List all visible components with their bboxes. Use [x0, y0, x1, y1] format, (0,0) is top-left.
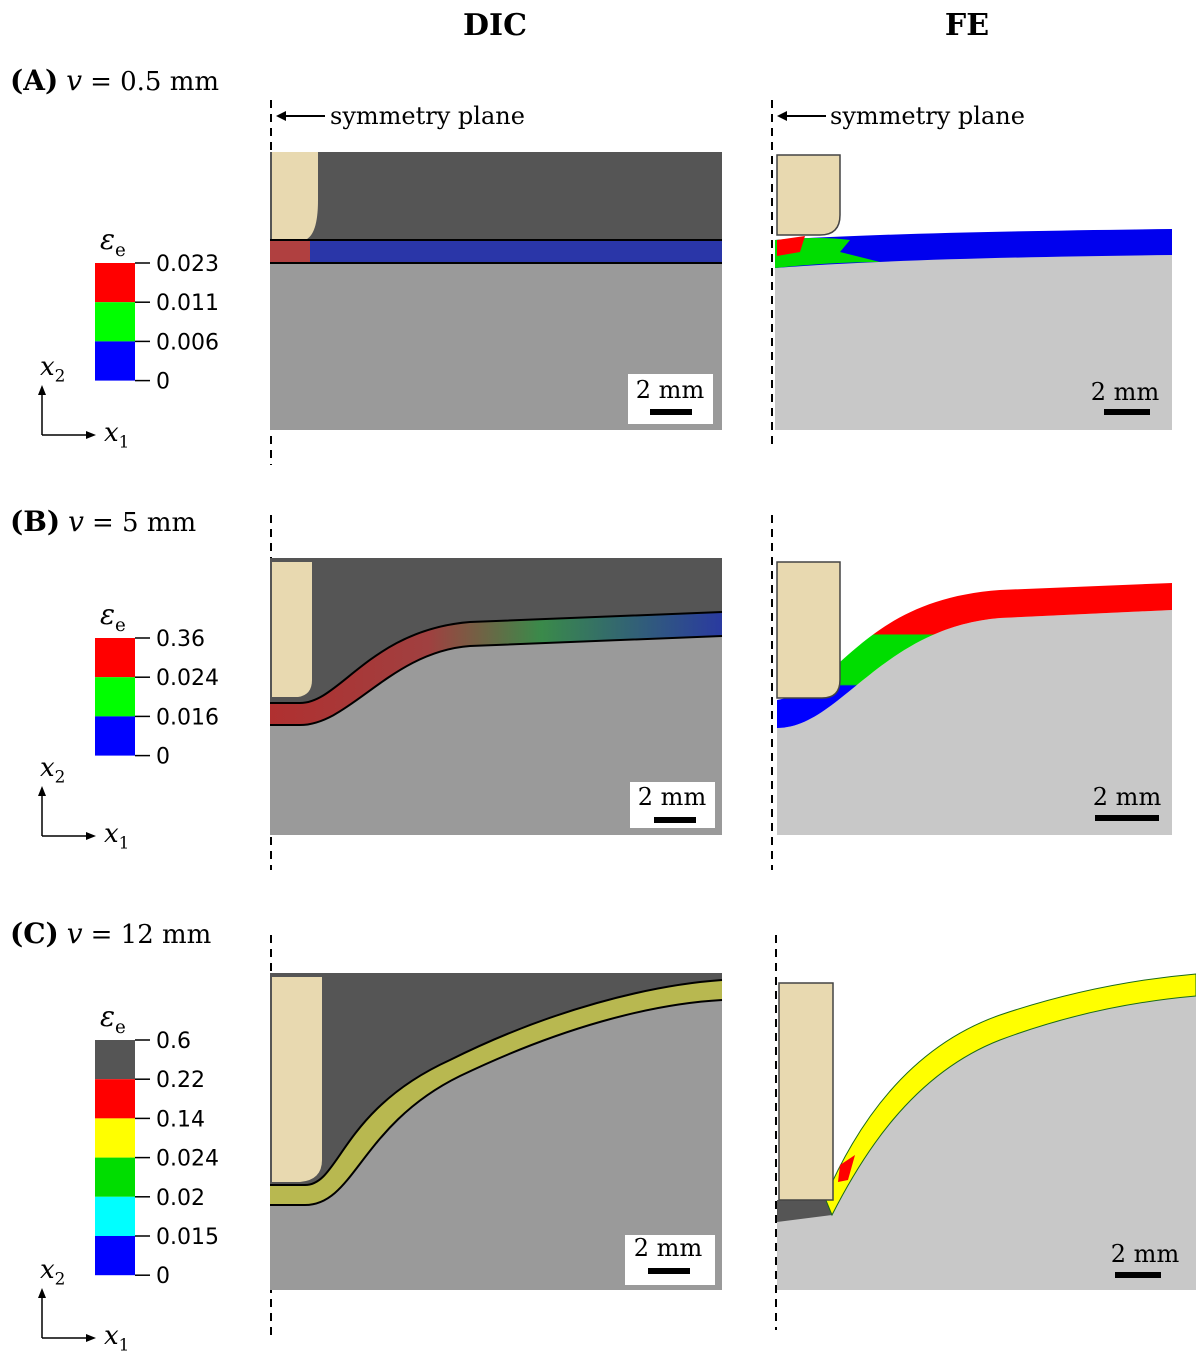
- symbol-base: x: [104, 1321, 119, 1351]
- colorbar-band: [95, 1040, 135, 1080]
- symbol-sub: 1: [119, 833, 130, 853]
- colorbar-band: [95, 716, 135, 756]
- colorbar-label: 0.14: [156, 1107, 205, 1132]
- annotation: symmetry plane: [830, 102, 1025, 130]
- fe-panel-a: 2 mm: [775, 154, 1172, 430]
- symbol: x2: [40, 1255, 65, 1289]
- colorbar-band: [95, 1079, 135, 1119]
- fe-panel-c: 2 mm: [777, 973, 1196, 1290]
- colorbar-label: 0.015: [156, 1225, 219, 1250]
- colorbar-band: [95, 638, 135, 678]
- value: = 5 mm: [92, 508, 196, 538]
- axis-arrows: [41, 390, 90, 436]
- colorbar-label: 0.006: [156, 330, 219, 355]
- column-header: DIC: [463, 8, 527, 43]
- symbol: εe: [100, 1000, 126, 1038]
- symbol: εe: [100, 598, 126, 636]
- colorbar-label: 0.016: [156, 705, 219, 730]
- symbol-sub: e: [115, 1017, 126, 1038]
- colorbar-band: [95, 1236, 135, 1276]
- axis-arrows: [41, 791, 90, 837]
- scale-bar-label: 2 mm: [1111, 1240, 1180, 1268]
- colorbar-label: 0.024: [156, 1147, 219, 1172]
- row-labels: (A) v = 0.5 mm(B) v = 5 mm(C) v = 12 mm: [10, 64, 219, 950]
- symbol: x1: [104, 418, 129, 452]
- panel-letter: (A): [10, 64, 58, 97]
- panel-letter: (C): [10, 917, 59, 950]
- dic-panel-a: 2 mm: [270, 152, 722, 430]
- variable: v: [67, 917, 83, 950]
- colorbar-label: 0.024: [156, 666, 219, 691]
- scale-bar-label: 2 mm: [638, 783, 707, 811]
- colorbar-label: 0: [156, 370, 170, 395]
- symbol-sub: 1: [119, 1335, 130, 1354]
- symbol: x2: [40, 352, 65, 386]
- colorbar-band: [95, 677, 135, 717]
- symbol-base: x: [40, 753, 55, 783]
- symbol-base: x: [40, 352, 55, 382]
- colorbar-label: 0.023: [156, 252, 219, 277]
- symbol-base: x: [40, 1255, 55, 1285]
- colorbar-label: 0.011: [156, 291, 219, 316]
- colorbar-label: 0.6: [156, 1029, 191, 1054]
- symbol-sub: 1: [119, 432, 130, 452]
- legends: εe0.0230.0110.0060x2x1εe0.360.0240.0160x…: [38, 223, 219, 1354]
- colorbar-band: [95, 263, 135, 303]
- symbol-sub: 2: [55, 1269, 66, 1289]
- scale-bar-label: 2 mm: [1091, 378, 1160, 406]
- symbol-sub: e: [115, 240, 126, 261]
- symbol-base: ε: [100, 1000, 115, 1033]
- variable: v: [66, 64, 82, 97]
- scale-bar-label: 2 mm: [1093, 783, 1162, 811]
- symbol-base: x: [104, 819, 119, 849]
- fe-panel-b: 2 mm: [776, 561, 1172, 835]
- panel-letter: (B): [10, 505, 60, 538]
- colorbar-band: [95, 302, 135, 342]
- colorbar-label: 0: [156, 745, 170, 770]
- symbol-sub: 2: [55, 767, 66, 787]
- symbol-base: ε: [100, 223, 115, 256]
- column-header: FE: [945, 8, 989, 43]
- symbol-base: ε: [100, 598, 115, 631]
- symbol-sub: 2: [55, 366, 66, 386]
- row-label: (B) v = 5 mm: [10, 505, 196, 538]
- symbol-base: x: [104, 418, 119, 448]
- symbol-sub: e: [115, 615, 126, 636]
- annotation: symmetry plane: [330, 102, 525, 130]
- symbol: x1: [104, 1321, 129, 1354]
- arrow-head: [38, 786, 96, 840]
- value: = 0.5 mm: [90, 67, 219, 97]
- colorbar-label: 0.22: [156, 1068, 205, 1093]
- symbol: x2: [40, 753, 65, 787]
- dic-panel-b: 2 mm: [270, 558, 723, 835]
- colorbar-label: 0.36: [156, 627, 205, 652]
- row-label: (C) v = 12 mm: [10, 917, 211, 950]
- row-label: (A) v = 0.5 mm: [10, 64, 219, 97]
- symbol: εe: [100, 223, 126, 261]
- colorbar-label: 0.02: [156, 1186, 205, 1211]
- arrow-head: [38, 385, 96, 439]
- scale-bar-label: 2 mm: [636, 376, 705, 404]
- variable: v: [68, 505, 84, 538]
- dic-panel-c: 2 mm: [270, 973, 723, 1290]
- colorbar-band: [95, 1196, 135, 1236]
- symbol: x1: [104, 819, 129, 853]
- colorbar-band: [95, 341, 135, 381]
- axis-arrows: [41, 1293, 90, 1339]
- value: = 12 mm: [91, 920, 212, 950]
- scale-bar-label: 2 mm: [634, 1234, 703, 1262]
- colorbar-label: 0: [156, 1264, 170, 1289]
- arrow-head: [38, 1288, 96, 1342]
- colorbar-band: [95, 1118, 135, 1158]
- colorbar-band: [95, 1157, 135, 1197]
